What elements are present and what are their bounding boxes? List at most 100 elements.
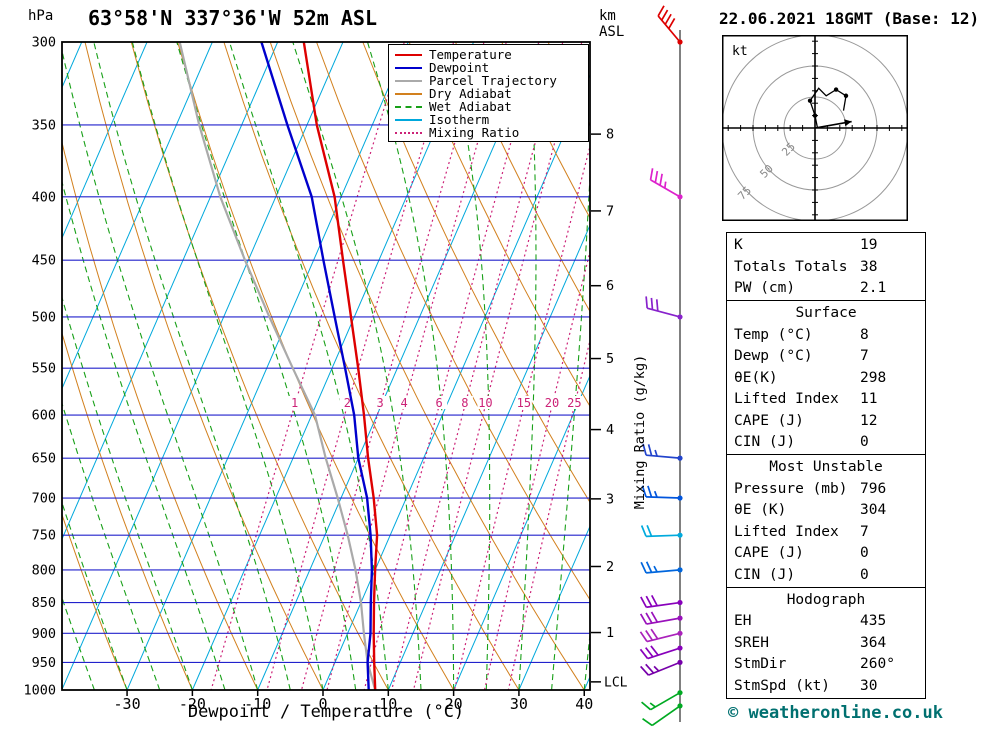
legend-item: Dewpoint xyxy=(395,61,584,74)
legend-label: Parcel Trajectory xyxy=(429,73,557,88)
mixing-label-bg xyxy=(372,396,389,409)
mixing-ratio-labels: 1 2 3 4 6 8 10 15 20 25 xyxy=(286,396,583,410)
barb-staff xyxy=(646,569,681,574)
barb-full xyxy=(650,297,654,310)
barb-full xyxy=(645,630,654,641)
pressure-tick-label: 450 xyxy=(32,253,56,269)
legend-label: Temperature xyxy=(429,47,512,62)
wind-barb xyxy=(645,296,683,320)
row-label: Lifted Index xyxy=(734,391,839,407)
hodograph-unit-label: kt xyxy=(732,44,748,59)
mixing-ratio-value: 2 xyxy=(344,396,351,410)
wet-adiabat-line xyxy=(62,48,259,690)
barb-origin-dot xyxy=(677,659,683,665)
legend-item: Dry Adiabat xyxy=(395,87,584,100)
dewpoint-curve xyxy=(260,42,374,690)
wind-barb xyxy=(641,485,683,501)
table-row: StmDir 260° xyxy=(727,654,925,676)
barb-origin-dot xyxy=(677,495,683,501)
row-value: 7 xyxy=(860,523,869,540)
barb-half xyxy=(654,449,658,457)
mixing-ratio-value: 4 xyxy=(400,396,407,410)
barb-full xyxy=(655,299,659,312)
table-row: Totals Totals 38 xyxy=(727,257,925,279)
mixing-ratio-line xyxy=(210,42,405,690)
row-label: CIN (J) xyxy=(734,434,796,450)
mixing-ratio-value: 20 xyxy=(545,396,559,410)
mixing-label-bg xyxy=(544,396,561,409)
row-value: 298 xyxy=(860,369,887,386)
wind-barb xyxy=(657,5,683,45)
barb-origin-dot xyxy=(677,39,683,45)
mixing-ratio-value: 25 xyxy=(567,396,581,410)
table-row: θE (K) 304 xyxy=(727,500,925,522)
table-row: Lifted Index 11 xyxy=(727,389,925,411)
surface-table: Surface Temp (°C) 8 Dewp (°C) 7 θE(K) 298 Lifte… xyxy=(726,300,926,456)
pressure-tick-label: 800 xyxy=(32,562,56,578)
km-tick-label: 4 xyxy=(606,422,614,438)
table-row: SREH 364 xyxy=(727,633,925,655)
legend-line-sample xyxy=(395,66,422,69)
row-label: PW (cm) xyxy=(734,280,796,296)
row-label: Totals Totals xyxy=(734,258,848,275)
barb-origin-dot xyxy=(677,532,683,538)
mixing-ratio-axis-label: Mixing Ratio (g/kg) xyxy=(632,354,648,510)
dry-adiabat-line xyxy=(408,42,590,408)
temp-tick-label: 40 xyxy=(575,695,593,713)
wind-barb xyxy=(640,561,683,574)
barb-full xyxy=(641,485,647,498)
pressure-tick-label: 400 xyxy=(32,189,56,205)
isotherm-line xyxy=(0,42,16,690)
row-value: 796 xyxy=(860,480,887,497)
row-value: 260° xyxy=(860,656,895,672)
legend-item: Wet Adiabat xyxy=(395,100,584,113)
wet-adiabats-group xyxy=(62,42,590,690)
barb-staff xyxy=(646,617,681,625)
barb-origin-dot xyxy=(677,599,683,606)
wet-adiabat-line xyxy=(551,166,590,690)
row-value: 8 xyxy=(860,326,869,343)
legend-line-sample xyxy=(395,79,422,82)
stats-tables: K 19 Totals Totals 38 PW (cm) 2.1 Surface Temp… xyxy=(726,232,926,699)
pressure-tick-label: 1000 xyxy=(23,683,56,699)
table-row: Temp (°C) 8 xyxy=(727,325,925,347)
pressure-tick-label: 700 xyxy=(32,491,56,507)
legend-item: Parcel Trajectory xyxy=(395,74,584,87)
hodograph-trace-dot xyxy=(833,87,839,92)
legend-item: Temperature xyxy=(395,48,584,61)
table-surface-title: Surface xyxy=(795,305,857,321)
barb-full xyxy=(639,631,648,642)
isotherm-line xyxy=(322,73,590,690)
temp-tick-label: 30 xyxy=(510,695,528,713)
pressure-tick-label: 850 xyxy=(32,595,56,611)
row-value: 0 xyxy=(860,434,869,450)
barb-origin-dot xyxy=(677,455,683,461)
temp-tick-label: -30 xyxy=(114,695,141,713)
legend-label: Dry Adiabat xyxy=(429,86,512,101)
wet-adiabat-line xyxy=(131,42,324,690)
pressure-axis: 300 350 400 450 500 550 600 650 700 750 800 850 900 9… xyxy=(23,35,56,699)
temp-tick-label: 10 xyxy=(379,695,397,713)
temp-axis: -30 -20 -10 0 10 20 30 40 xyxy=(114,690,593,713)
pressure-tick-label: 950 xyxy=(32,655,56,671)
wind-barb xyxy=(641,690,683,711)
indices-table: K 19 Totals Totals 38 PW (cm) 2.1 xyxy=(726,232,926,302)
km-tick-label: 8 xyxy=(606,127,614,143)
barb-full xyxy=(650,628,659,640)
wet-adiabat-line xyxy=(448,42,491,690)
row-label: θE(K) xyxy=(734,369,778,386)
table-row: Lifted Index 7 xyxy=(727,522,925,544)
hodograph-trace-dot xyxy=(843,93,849,98)
row-value: 435 xyxy=(860,613,887,629)
table-row: CIN (J) 0 xyxy=(727,565,925,587)
table-row: StmSpd (kt) 30 xyxy=(727,676,925,698)
wind-barb xyxy=(642,703,683,727)
wet-adiabat-line xyxy=(62,501,128,690)
isotherm-line xyxy=(62,42,279,541)
mixing-label-bg xyxy=(396,396,413,409)
row-label: StmDir xyxy=(734,656,787,672)
barb-full xyxy=(645,647,654,658)
row-label: K xyxy=(734,237,743,253)
isotherm-line xyxy=(191,42,475,690)
mixing-ratio-value: 15 xyxy=(517,396,531,410)
